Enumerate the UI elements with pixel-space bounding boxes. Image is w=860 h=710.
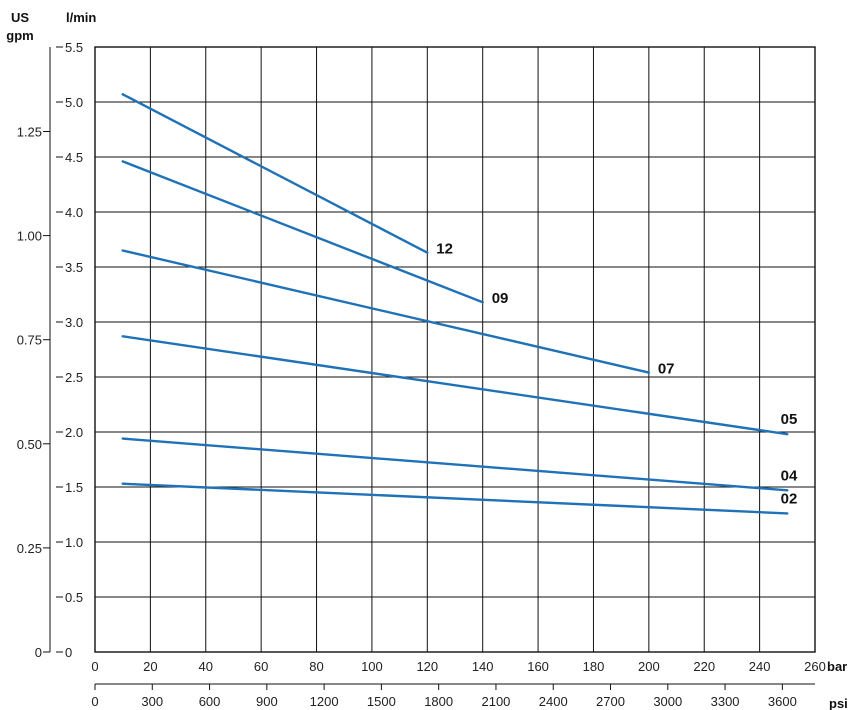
psi-tick-label: 1800 [424, 694, 453, 709]
lmin-tick-label: 0 [65, 645, 72, 660]
series-label-07: 07 [658, 361, 675, 378]
gpm-tick-label: 0.25 [17, 541, 42, 556]
series-line-07 [121, 249, 651, 374]
bar-tick-label: 40 [199, 659, 213, 674]
psi-unit-label: psi [829, 696, 848, 710]
series-label-05: 05 [781, 411, 798, 428]
series-line-09 [121, 160, 484, 304]
lmin-tick-label: 3.0 [65, 315, 83, 330]
psi-tick-label: 1200 [310, 694, 339, 709]
bar-tick-label: 160 [527, 659, 549, 674]
us-unit-label: US [11, 10, 29, 25]
bar-tick-label: 200 [638, 659, 660, 674]
gpm-tick-label: 0.50 [17, 437, 42, 452]
series-line-02 [121, 482, 789, 515]
lmin-tick-label: 2.0 [65, 425, 83, 440]
bar-tick-label: 60 [254, 659, 268, 674]
bar-tick-label: 260 [804, 659, 826, 674]
series-line-12 [121, 93, 429, 254]
gpm-unit-label: gpm [6, 28, 33, 43]
lmin-tick-label: 1.0 [65, 535, 83, 550]
psi-tick-label: 3000 [653, 694, 682, 709]
bar-tick-label: 100 [361, 659, 383, 674]
series-line-04 [121, 437, 789, 492]
lmin-unit-label: l/min [66, 10, 96, 25]
plot-frame [94, 46, 816, 653]
lmin-tick-label: 1.5 [65, 480, 83, 495]
gpm-tick-label: 0.75 [17, 333, 42, 348]
lmin-tick-label: 0.5 [65, 590, 83, 605]
series-label-04: 04 [781, 467, 798, 484]
lmin-tick-label: 4.5 [65, 150, 83, 165]
psi-tick-label: 2700 [596, 694, 625, 709]
lmin-tick-label: 5.0 [65, 95, 83, 110]
psi-tick-label: 600 [199, 694, 221, 709]
bar-tick-label: 0 [91, 659, 98, 674]
series-label-09: 09 [492, 290, 509, 307]
lmin-tick-label: 2.5 [65, 370, 83, 385]
bar-unit-label: bar [827, 659, 847, 674]
series-line-05 [121, 335, 789, 436]
psi-tick-label: 1500 [367, 694, 396, 709]
bar-tick-label: 140 [472, 659, 494, 674]
axes: 0 20 40 60 80 100 120 140 160 180 200 220 240 26000.5… [17, 40, 826, 709]
bar-tick-label: 20 [143, 659, 157, 674]
psi-tick-label: 2100 [481, 694, 510, 709]
gpm-tick-label: 1.25 [17, 125, 42, 140]
series-label-02: 02 [781, 490, 798, 507]
psi-tick-label: 2400 [539, 694, 568, 709]
series-label-12: 12 [436, 241, 453, 258]
bar-tick-label: 80 [309, 659, 323, 674]
lmin-tick-label: 5.5 [65, 40, 83, 55]
psi-tick-label: 3300 [711, 694, 740, 709]
bar-tick-label: 120 [416, 659, 438, 674]
gpm-tick-label: 1.00 [17, 229, 42, 244]
grid-lines [95, 47, 815, 652]
bar-tick-label: 240 [749, 659, 771, 674]
bar-tick-label: 180 [583, 659, 605, 674]
psi-tick-label: 300 [141, 694, 163, 709]
lmin-tick-label: 3.5 [65, 260, 83, 275]
psi-tick-label: 900 [256, 694, 278, 709]
psi-tick-label: 3600 [768, 694, 797, 709]
lmin-tick-label: 4.0 [65, 205, 83, 220]
psi-tick-label: 0 [91, 694, 98, 709]
bar-tick-label: 220 [693, 659, 715, 674]
gpm-tick-label: 0 [35, 645, 42, 660]
series-lines: 12 09 07 05 04 02 [121, 93, 798, 515]
